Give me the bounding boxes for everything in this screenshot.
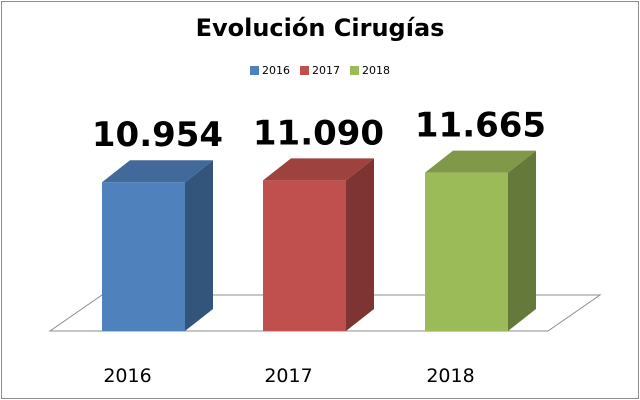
legend-label-2017: 2017: [312, 64, 340, 77]
bar-2018: [425, 172, 508, 331]
data-label-2018: 11.665: [415, 106, 546, 146]
x-tick-label-2016: 2016: [103, 365, 151, 387]
bar-side-2016: [185, 160, 213, 331]
legend: 2016 2017 2018: [0, 64, 640, 77]
legend-item-2018: 2018: [350, 64, 390, 77]
bar-top-2016: [102, 160, 213, 183]
bar-2016: [102, 182, 185, 331]
legend-swatch-2018: [350, 66, 359, 75]
bar-side-2017: [346, 158, 374, 331]
legend-swatch-2016: [250, 66, 259, 75]
legend-swatch-2017: [300, 66, 309, 75]
data-label-2016: 10.954: [92, 115, 223, 155]
bar-top-2017: [263, 158, 374, 181]
data-label-2017: 11.090: [253, 113, 384, 153]
legend-label-2016: 2016: [262, 64, 290, 77]
legend-item-2017: 2017: [300, 64, 340, 77]
chart-title: Evolución Cirugías: [195, 14, 445, 42]
bar-side-2018: [508, 150, 536, 331]
bar-2017: [263, 180, 346, 331]
legend-item-2016: 2016: [250, 64, 290, 77]
legend-label-2018: 2018: [362, 64, 390, 77]
x-tick-label-2018: 2018: [426, 365, 474, 387]
x-tick-label-2017: 2017: [264, 365, 312, 387]
bar-top-2018: [425, 150, 536, 173]
